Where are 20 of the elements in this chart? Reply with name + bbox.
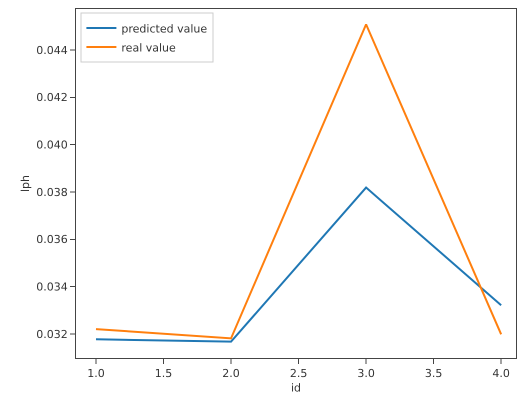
legend-label: predicted value xyxy=(121,22,208,36)
y-tick-label: 0.044 xyxy=(36,44,68,57)
x-tick-label: 3.5 xyxy=(424,367,442,380)
line-series xyxy=(94,186,502,343)
x-tick-label: 1.5 xyxy=(154,367,172,380)
y-tick-label: 0.040 xyxy=(36,138,68,152)
x-tick-label: 4.0 xyxy=(492,367,510,380)
x-tick-label: 2.5 xyxy=(290,367,308,380)
y-tick-label: 0.034 xyxy=(36,280,68,294)
y-tick-label: 0.036 xyxy=(36,233,68,246)
y-axis-title: lph xyxy=(18,174,32,192)
y-tick-label: 0.038 xyxy=(36,186,68,199)
legend-label: real value xyxy=(121,41,176,54)
y-tick-label: 0.042 xyxy=(36,91,68,104)
x-tick-label: 3.0 xyxy=(357,367,375,380)
y-tick-label: 0.032 xyxy=(36,328,68,341)
x-tick-label: 1.0 xyxy=(87,367,105,380)
x-tick-label: 2.0 xyxy=(222,367,240,380)
x-axis-title: id xyxy=(290,381,302,394)
line-series xyxy=(94,23,502,340)
